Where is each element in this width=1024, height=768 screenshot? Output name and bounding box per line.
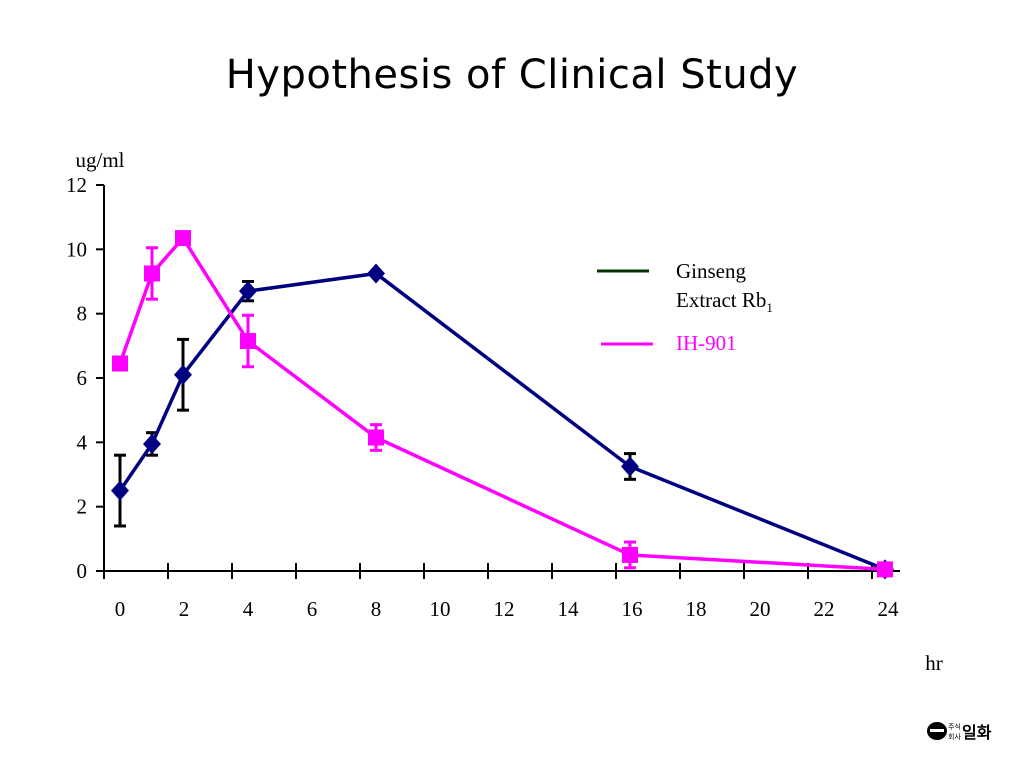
- company-logo: 주식 회사 일화: [927, 722, 992, 742]
- data-point: [143, 433, 161, 454]
- series-line: [118, 235, 886, 572]
- svg-text:회사: 회사: [948, 732, 961, 741]
- legend-label-ginseng: Ginseng: [676, 259, 746, 283]
- data-point: [622, 546, 638, 563]
- y-tick-label: 6: [77, 366, 88, 390]
- data-point: [174, 364, 192, 385]
- x-tick-label: 22: [814, 597, 835, 621]
- y-tick-label: 2: [77, 495, 88, 519]
- chart-series: [111, 230, 894, 580]
- series-ih-901: [112, 230, 893, 578]
- data-point: [175, 230, 191, 247]
- data-point: [112, 355, 128, 372]
- svg-text:일화: 일화: [962, 723, 992, 742]
- x-axis-title: hr: [925, 651, 943, 675]
- y-tick-label: 0: [77, 559, 88, 583]
- series-ginseng-extract-rb1: [111, 263, 894, 580]
- data-point: [877, 561, 893, 578]
- y-tick-label: 12: [66, 173, 87, 197]
- chart-legend: Ginseng Extract Rb1 IH-901: [597, 259, 773, 355]
- y-tick-label: 8: [77, 302, 88, 326]
- legend-label-ih901: IH-901: [676, 331, 737, 355]
- data-point: [240, 333, 256, 350]
- x-tick-label: 12: [494, 597, 515, 621]
- data-point: [239, 281, 257, 302]
- svg-text:주식: 주식: [948, 722, 961, 731]
- y-tick-label: 10: [66, 237, 87, 261]
- data-point: [144, 265, 160, 282]
- y-axis-title: ug/ml: [75, 148, 124, 172]
- x-tick-label: 18: [686, 597, 707, 621]
- slide-title: Hypothesis of Clinical Study: [225, 52, 799, 98]
- data-point: [368, 429, 384, 446]
- data-point: [621, 456, 639, 477]
- x-tick-label: 0: [115, 597, 126, 621]
- y-tick-label: 4: [77, 430, 88, 454]
- legend-label-ginseng-line2: Extract Rb1: [676, 288, 773, 315]
- x-tick-label: 20: [750, 597, 771, 621]
- x-tick-label: 8: [371, 597, 382, 621]
- data-point: [111, 480, 129, 501]
- x-tick-label: 2: [179, 597, 190, 621]
- x-tick-label: 24: [878, 597, 900, 621]
- x-tick-label: 10: [430, 597, 451, 621]
- x-tick-label: 4: [243, 597, 254, 621]
- x-tick-label: 6: [307, 597, 318, 621]
- data-point: [367, 263, 385, 284]
- x-tick-label: 16: [622, 597, 643, 621]
- x-tick-label: 14: [558, 597, 580, 621]
